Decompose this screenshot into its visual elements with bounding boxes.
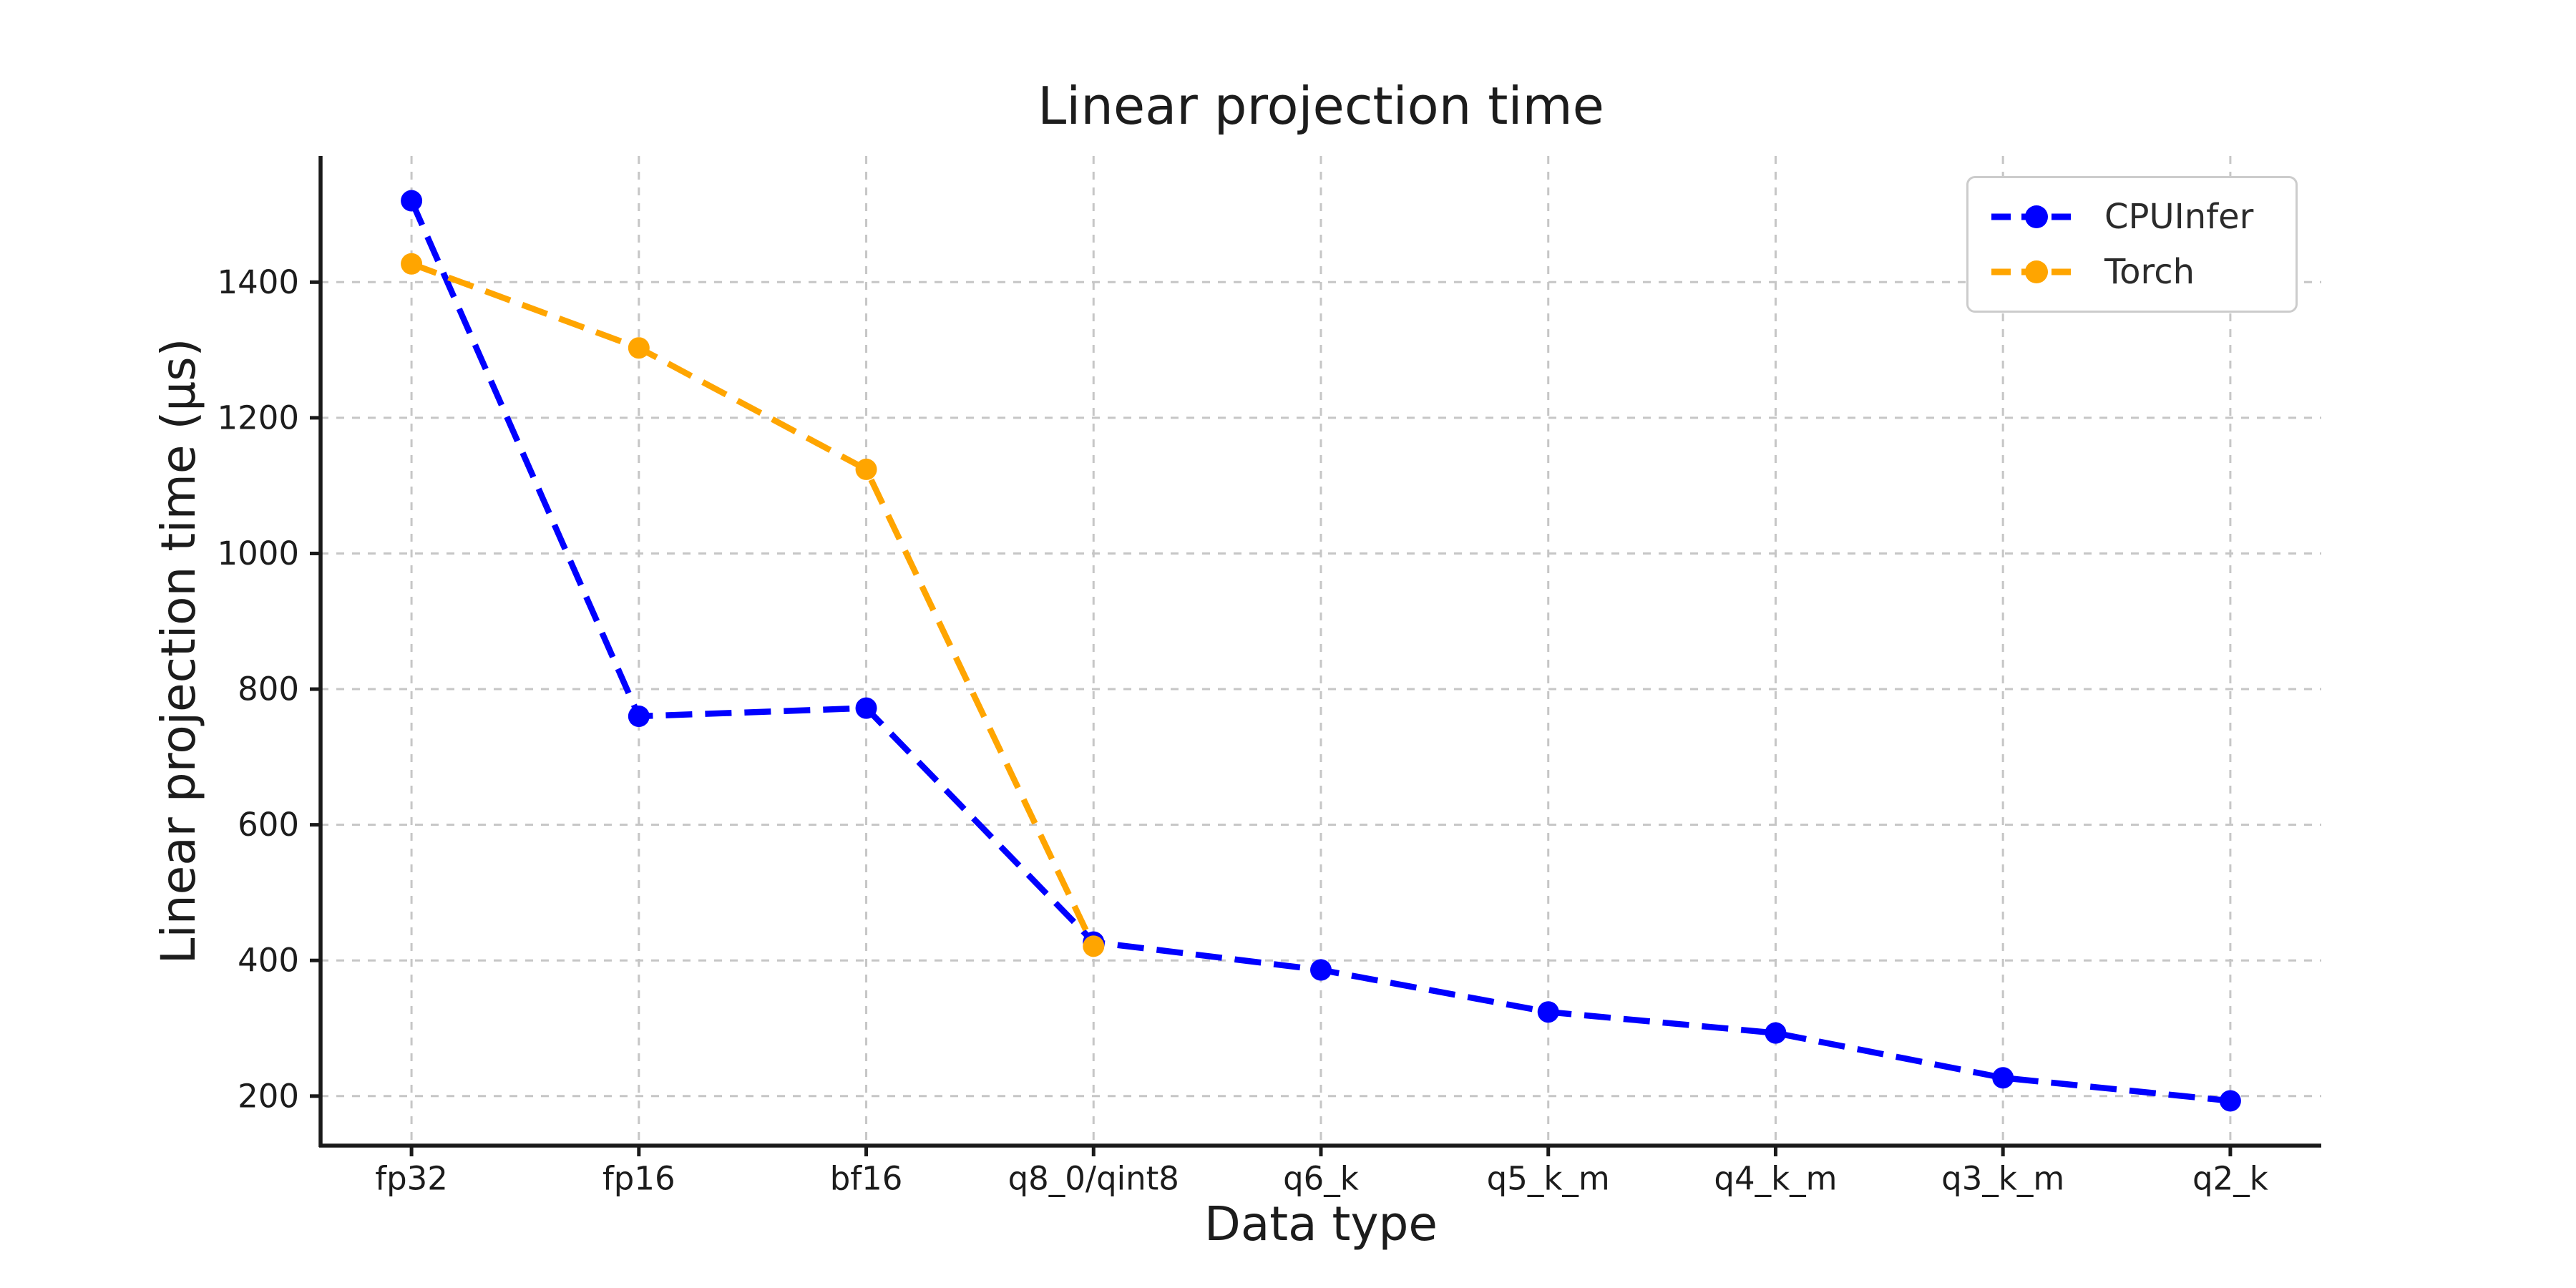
torch-line-marker-icon [1991,260,2082,284]
y-axis-label: Linear projection time (µs) [151,338,206,965]
x-tick-label: bf16 [830,1160,903,1198]
x-tick-label: q5_k_m [1487,1160,1610,1198]
x-axis-label: Data type [1204,1196,1438,1252]
series-line-torch [410,260,1097,948]
y-tick-label: 600 [238,806,299,844]
data-point-torch [855,458,877,480]
y-tick-label: 1200 [217,399,299,436]
data-point-cpuinfer [2219,1090,2241,1112]
x-tick-label: q6_k [1283,1160,1359,1198]
data-point-cpuinfer [855,697,877,719]
data-point-cpuinfer [628,705,650,727]
data-point-cpuinfer [1310,959,1332,981]
x-tick-label: q8_0/qint8 [1008,1160,1179,1198]
legend-label-torch: Torch [2104,252,2195,293]
y-tick-label: 400 [238,942,299,980]
y-tick-label: 800 [238,670,299,708]
legend-label-cpuinfer: CPUInfer [2104,196,2254,237]
x-tick-label: q2_k [2192,1160,2268,1198]
x-tick-label: fp32 [375,1160,448,1198]
data-point-cpuinfer [1537,1001,1559,1023]
legend-entry-torch: Torch [1990,255,2296,289]
data-point-cpuinfer [401,190,423,212]
data-point-torch [1083,935,1105,957]
legend: CPUInfer Torch [1966,176,2298,313]
cpuinfer-line-marker-icon [1991,205,2082,228]
x-tick-label: fp16 [602,1160,675,1198]
data-point-torch [628,337,650,359]
data-point-cpuinfer [1992,1067,2014,1089]
x-tick-label: q3_k_m [1941,1160,2064,1198]
data-point-torch [401,253,423,275]
y-tick-label: 1000 [217,535,299,572]
y-tick-label: 200 [238,1077,299,1115]
chart-title: Linear projection time [1038,76,1604,136]
legend-entry-cpuinfer: CPUInfer [1990,200,2296,234]
x-tick-label: q4_k_m [1714,1160,1837,1198]
y-tick-label: 1400 [217,263,299,301]
data-point-cpuinfer [1765,1022,1787,1044]
